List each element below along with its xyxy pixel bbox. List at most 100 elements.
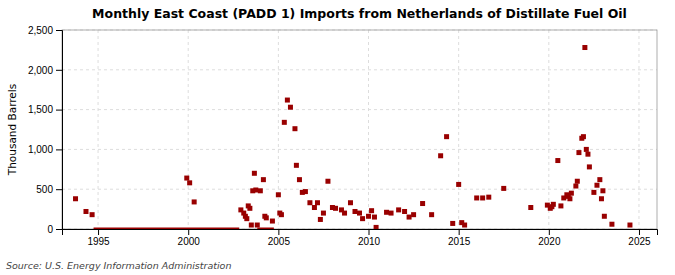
tick-label: 2015 [448, 236, 471, 247]
point [325, 179, 330, 184]
point [569, 191, 574, 196]
chart: 1995 2000 2005 2010 2015 2020 2025 0 500 1,000 1,5… [0, 0, 675, 275]
point [599, 196, 604, 201]
point [292, 126, 297, 131]
tick-mark [56, 70, 62, 71]
zero-segment [257, 228, 274, 230]
point [276, 192, 281, 197]
point [261, 177, 266, 182]
y-axis-title: Thousand Barrels [6, 84, 18, 176]
tick-label: 2,500 [28, 25, 53, 36]
point [352, 209, 357, 214]
tick-label: 2000 [178, 236, 201, 247]
tick: 500 [36, 184, 62, 195]
point [187, 180, 192, 185]
tick: 1,500 [28, 104, 62, 115]
point [366, 214, 371, 219]
point [582, 45, 587, 50]
point [584, 147, 589, 152]
point [192, 199, 197, 204]
tick: 1,000 [28, 144, 62, 155]
grid [62, 30, 657, 229]
point [357, 211, 362, 216]
point [258, 188, 263, 193]
point [321, 211, 326, 216]
point [420, 201, 425, 206]
axis-line [56, 31, 63, 230]
plot-frame [62, 30, 657, 229]
grid-line [368, 30, 369, 229]
y-axis: 0 500 1,000 1,500 2,000 2,500 [28, 25, 63, 235]
tick: 2025 [628, 229, 651, 247]
point [253, 187, 258, 192]
grid-line [62, 149, 657, 150]
point [396, 207, 401, 212]
point [315, 200, 320, 205]
grid-line [638, 30, 639, 229]
point [342, 211, 347, 216]
tick: 2000 [178, 229, 201, 247]
grid-line [62, 69, 657, 70]
tick: 2015 [448, 229, 471, 247]
point [576, 150, 581, 155]
point [184, 176, 189, 181]
tick-mark [278, 229, 279, 235]
tick-label: 2005 [268, 236, 291, 247]
tick-label: 1,000 [28, 144, 53, 155]
point [501, 186, 506, 191]
point [450, 221, 455, 226]
point [90, 212, 95, 217]
point [307, 200, 312, 205]
tick: 2010 [358, 229, 381, 247]
tick-mark [549, 229, 550, 235]
point [438, 153, 443, 158]
point [297, 177, 302, 182]
point [474, 195, 479, 200]
point [282, 120, 287, 125]
point [318, 217, 323, 222]
source-annotation: Source: U.S. Energy Information Administ… [6, 260, 231, 271]
tick-mark [369, 229, 370, 235]
tick-mark [56, 30, 62, 31]
point [444, 134, 449, 139]
tick-mark [188, 229, 189, 235]
point [285, 98, 290, 103]
point [384, 210, 389, 215]
point [389, 211, 394, 216]
tick-label: 2,000 [28, 65, 53, 76]
point [407, 215, 412, 220]
grid-line [548, 30, 549, 229]
point [609, 222, 614, 227]
point [73, 196, 78, 201]
zero-segment [94, 228, 240, 230]
tick-label: 1995 [87, 236, 110, 247]
marks [73, 45, 632, 229]
tick-mark [56, 149, 62, 150]
axis-line [63, 230, 658, 236]
point [429, 212, 434, 217]
point [558, 203, 563, 208]
point [597, 177, 602, 182]
point [312, 205, 317, 210]
point [575, 179, 580, 184]
tick-mark [459, 229, 460, 235]
grid-line [62, 109, 657, 110]
point [360, 216, 365, 221]
point [270, 219, 275, 224]
point [591, 190, 596, 195]
title: Monthly East Coast (PADD 1) Imports from… [92, 6, 627, 21]
point [602, 214, 607, 219]
tick-mark [98, 229, 99, 235]
tick: 2,000 [28, 65, 62, 76]
tick-mark [56, 189, 62, 190]
point [462, 223, 467, 228]
point [247, 206, 252, 211]
point [294, 163, 299, 168]
point [411, 212, 416, 217]
point [486, 195, 491, 200]
point [480, 195, 485, 200]
x-axis: 1995 2000 2005 2010 2015 2020 2025 [63, 229, 658, 247]
tick-label: 0 [47, 224, 53, 235]
tick-label: 2020 [538, 236, 561, 247]
point [585, 152, 590, 157]
